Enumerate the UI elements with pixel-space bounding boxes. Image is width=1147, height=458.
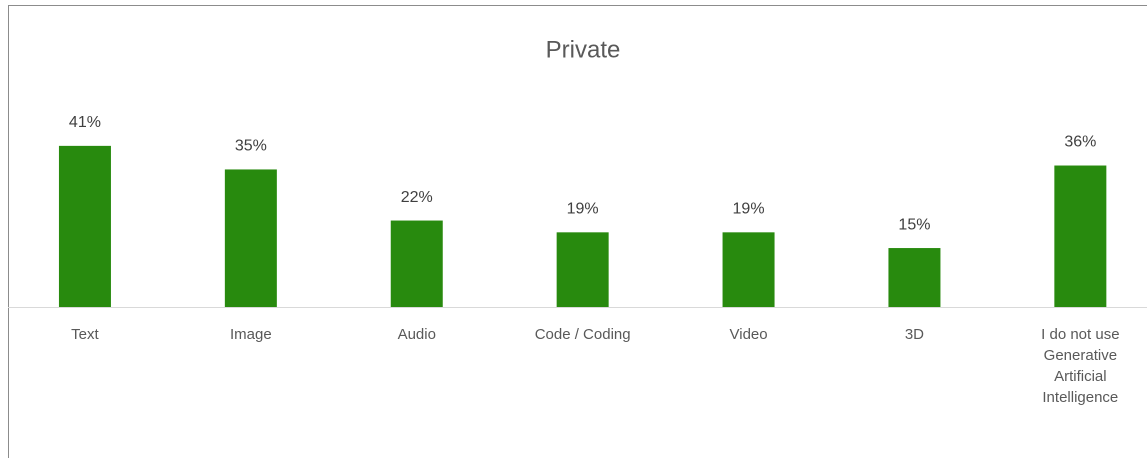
bar [390,220,443,307]
bar [1054,165,1107,307]
x-tick-label: 3D [904,326,925,343]
x-tick-label: Audio [397,326,436,343]
bar [888,248,941,307]
data-label: 36% [1064,134,1096,151]
data-label: 22% [401,189,433,206]
bar [556,232,609,307]
bar [58,145,111,307]
data-label: 41% [69,114,101,131]
x-tick-label: I do not use Generative Artificial Intel… [1041,326,1120,406]
data-label: 35% [235,138,267,155]
data-label: 19% [567,201,599,218]
chart-title: Private [546,36,621,63]
data-label: 15% [898,216,930,233]
bar [224,169,277,307]
x-tick-label: Code / Coding [534,326,631,343]
x-tick-label: Image [229,326,272,343]
chart-border [8,5,1147,458]
x-tick-label: Text [71,326,99,343]
data-label: 19% [733,201,765,218]
x-tick-label: Video [729,326,768,343]
bar [722,232,775,307]
